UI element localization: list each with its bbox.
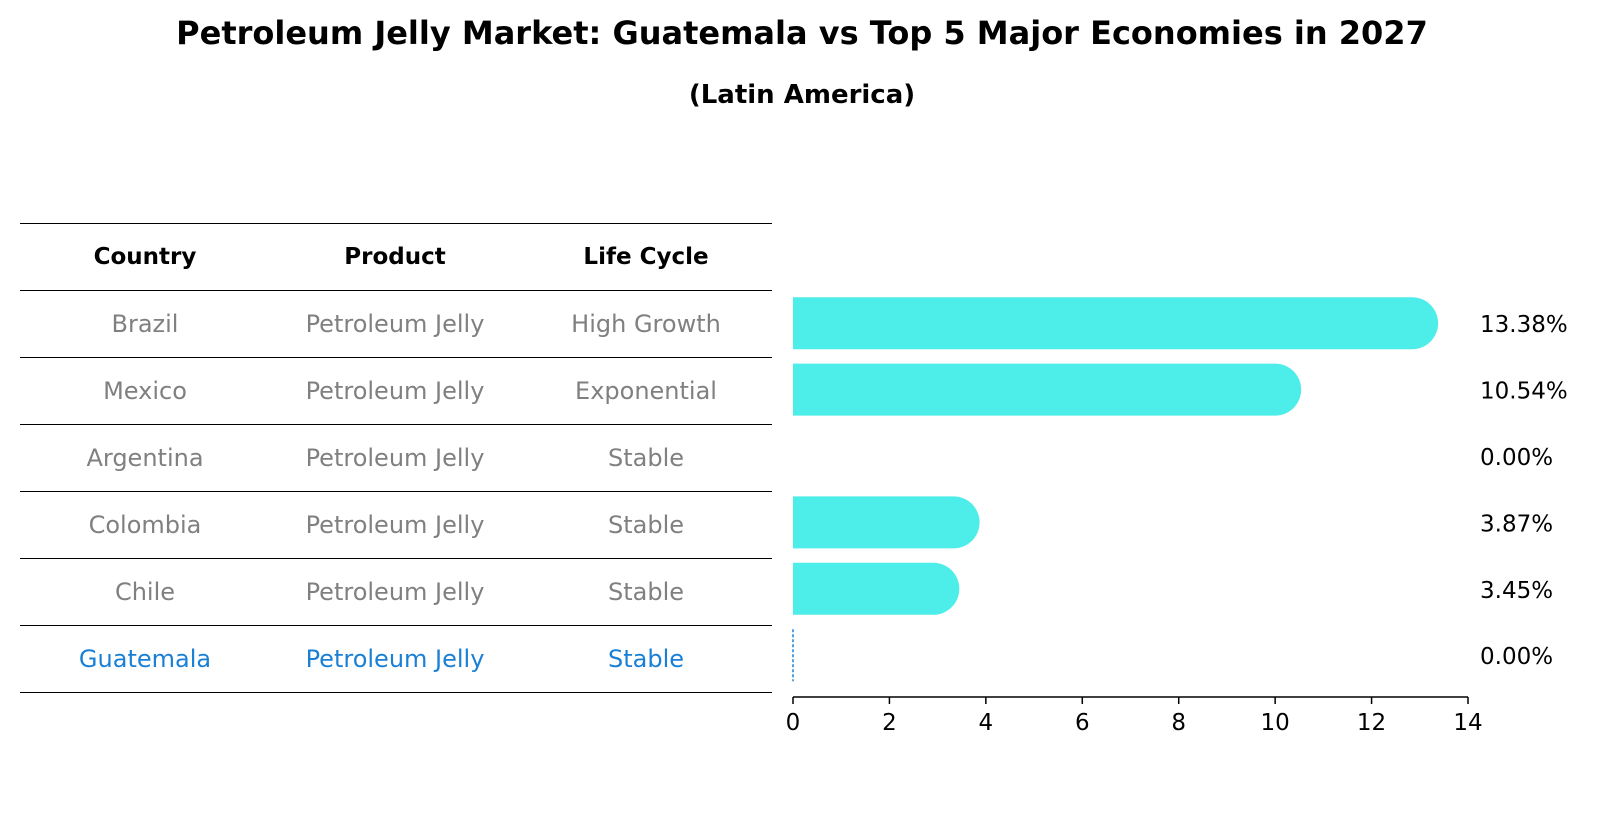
bar-mexico xyxy=(793,363,1302,416)
table-header-row: Country Product Life Cycle xyxy=(20,223,772,291)
cell-life-cycle: Exponential xyxy=(520,357,772,425)
x-tick-label: 2 xyxy=(882,710,897,736)
cell-product: Petroleum Jelly xyxy=(270,290,520,358)
data-label-argentina: 0.00% xyxy=(1480,445,1553,471)
column-header-product: Product xyxy=(270,223,520,291)
table-row-highlighted: Guatemala Petroleum Jelly Stable xyxy=(20,625,772,693)
cell-life-cycle: Stable xyxy=(520,424,772,492)
table-row: Colombia Petroleum Jelly Stable xyxy=(20,491,772,559)
cell-product: Petroleum Jelly xyxy=(270,558,520,626)
chart-subtitle: (Latin America) xyxy=(688,80,916,110)
table-row: Argentina Petroleum Jelly Stable xyxy=(20,424,772,492)
data-label-mexico: 10.54% xyxy=(1480,379,1568,405)
data-label-chile: 3.45% xyxy=(1480,578,1553,604)
cell-product: Petroleum Jelly xyxy=(270,357,520,425)
cell-country: Brazil xyxy=(20,290,270,358)
cell-product: Petroleum Jelly xyxy=(270,424,520,492)
chart-title: Petroleum Jelly Market: Guatemala vs Top… xyxy=(176,14,1428,52)
column-header-life-cycle: Life Cycle xyxy=(520,223,772,291)
cell-country: Argentina xyxy=(20,424,270,492)
table-row: Mexico Petroleum Jelly Exponential xyxy=(20,357,772,425)
cell-country: Chile xyxy=(20,558,270,626)
table-row: Chile Petroleum Jelly Stable xyxy=(20,558,772,626)
cell-life-cycle: Stable xyxy=(520,558,772,626)
x-tick-label: 12 xyxy=(1357,710,1386,736)
bar-chile xyxy=(793,562,960,615)
cell-life-cycle: Stable xyxy=(520,625,772,693)
x-tick-label: 14 xyxy=(1453,710,1482,736)
column-header-country: Country xyxy=(20,223,270,291)
bar-colombia xyxy=(793,496,980,549)
x-tick-label: 8 xyxy=(1171,710,1186,736)
cell-country: Guatemala xyxy=(20,625,270,693)
country-table: Country Product Life Cycle Brazil Petrol… xyxy=(20,223,772,693)
data-label-colombia: 3.87% xyxy=(1480,511,1553,537)
table-row: Brazil Petroleum Jelly High Growth xyxy=(20,290,772,358)
x-tick-label: 4 xyxy=(979,710,994,736)
cell-country: Colombia xyxy=(20,491,270,559)
data-label-brazil: 13.38% xyxy=(1480,312,1568,338)
data-label-guatemala: 0.00% xyxy=(1480,644,1553,670)
x-tick-label: 10 xyxy=(1261,710,1290,736)
cell-product: Petroleum Jelly xyxy=(270,491,520,559)
cell-product: Petroleum Jelly xyxy=(270,625,520,693)
cell-life-cycle: High Growth xyxy=(520,290,772,358)
x-tick-label: 0 xyxy=(786,710,801,736)
cell-life-cycle: Stable xyxy=(520,491,772,559)
x-tick-label: 6 xyxy=(1075,710,1090,736)
cell-country: Mexico xyxy=(20,357,270,425)
bar-brazil xyxy=(793,297,1439,350)
